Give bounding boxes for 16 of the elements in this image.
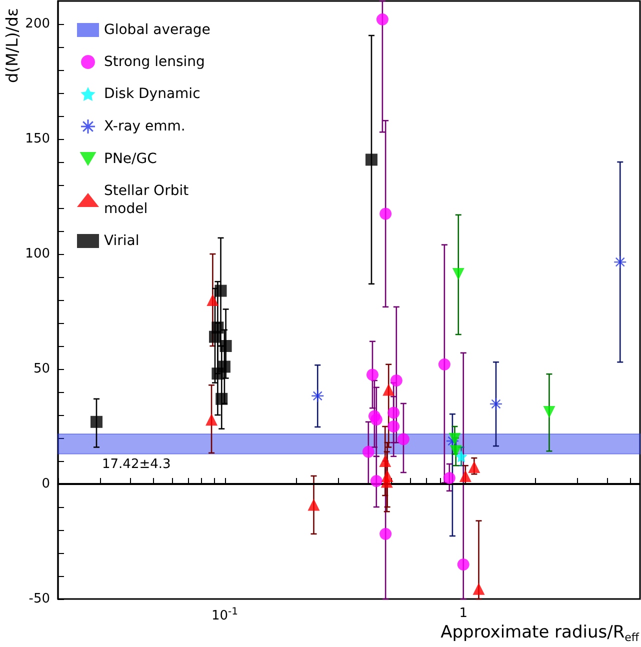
x-tick-label: 1 [459,606,468,621]
y-tick-label: 100 [25,246,50,262]
y-tick-label: 200 [25,16,50,32]
y-tick-label: 0 [42,476,50,492]
y-tick-label: 50 [33,362,50,376]
y-axis-title: d(M/L)/dε [2,8,22,83]
legend-label: X-ray emm. [104,118,186,134]
annotation: 17.42±4.3 [102,457,171,472]
legend-label: Virial [104,233,140,249]
legend-label: Stellar Orbit model [104,183,194,217]
legend-label: Disk Dynamic [104,86,200,102]
legend-label: PNe/GC [104,151,158,167]
y-tick-label: 150 [25,132,50,146]
legend-label: Global average [104,22,210,38]
legend-label: Strong lensing [104,54,205,70]
y-tick-label: -50 [28,592,50,606]
